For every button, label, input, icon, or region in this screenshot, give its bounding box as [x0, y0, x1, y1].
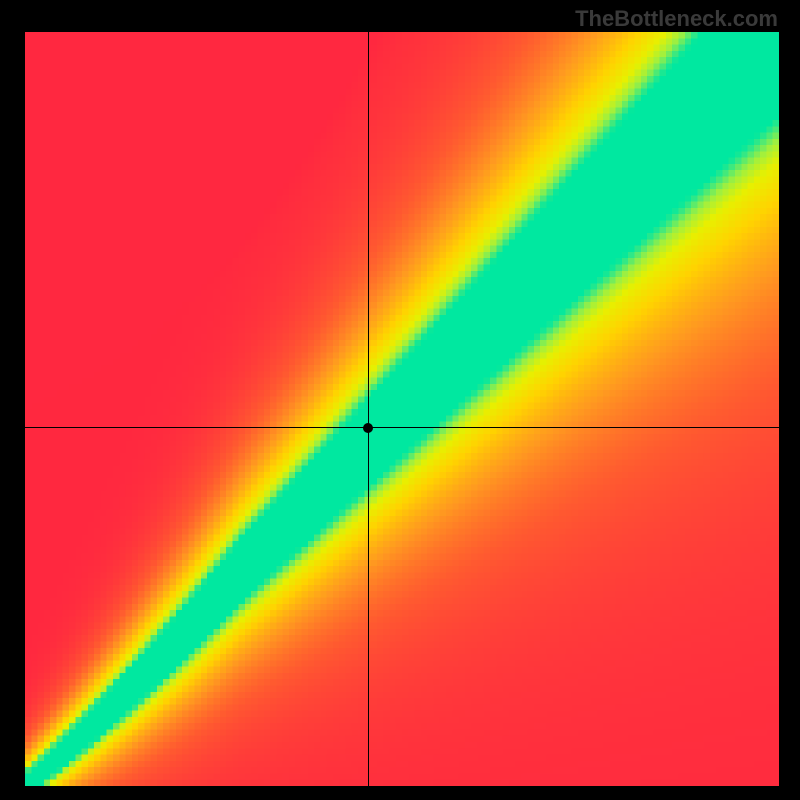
- plot-area: [25, 32, 779, 786]
- watermark-text: TheBottleneck.com: [575, 6, 778, 32]
- crosshair-dot: [363, 423, 373, 433]
- heatmap-canvas: [25, 32, 779, 786]
- chart-frame: TheBottleneck.com: [0, 0, 800, 800]
- crosshair-horizontal: [25, 427, 779, 428]
- crosshair-vertical: [368, 32, 369, 786]
